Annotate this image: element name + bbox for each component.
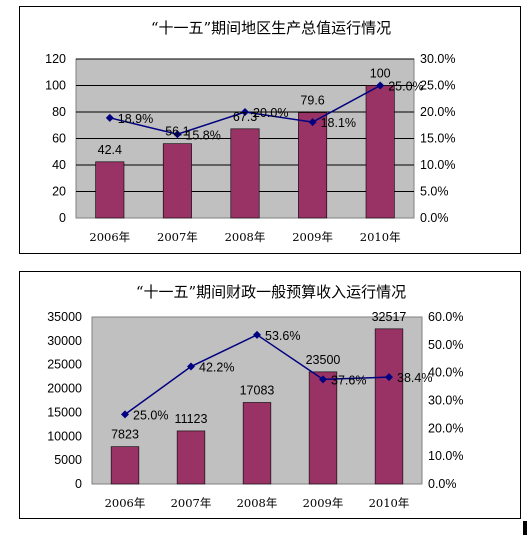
bar-data-label: 17083 bbox=[240, 383, 275, 397]
y2-tick-label: 0.0% bbox=[420, 211, 449, 225]
y2-tick-label: 30.0% bbox=[428, 394, 463, 408]
line-data-label: 53.6% bbox=[265, 329, 300, 343]
line-data-label: 38.4% bbox=[397, 371, 432, 385]
line-point bbox=[105, 113, 114, 122]
corner-mark bbox=[523, 521, 527, 535]
line-point bbox=[385, 373, 393, 382]
y2-tick-label: 0.0% bbox=[428, 477, 457, 491]
line-data-label: 18.1% bbox=[321, 116, 356, 130]
line-point bbox=[319, 375, 327, 384]
line-data-label: 15.8% bbox=[185, 128, 220, 142]
y-tick-label: 15000 bbox=[47, 405, 82, 419]
y2-tick-label: 60.0% bbox=[428, 310, 463, 324]
y-tick-label: 60 bbox=[52, 132, 66, 146]
x-category-label: 2007年 bbox=[171, 496, 212, 510]
bar bbox=[374, 328, 404, 485]
bar-data-label: 23500 bbox=[306, 353, 341, 367]
bar bbox=[176, 430, 206, 485]
x-category-label: 2008年 bbox=[237, 496, 278, 510]
bar bbox=[308, 371, 338, 485]
y2-tick-label: 10.0% bbox=[428, 449, 463, 463]
line-point bbox=[121, 410, 129, 419]
x-category-label: 2010年 bbox=[369, 496, 410, 510]
bar-data-label: 32517 bbox=[372, 310, 407, 324]
bar-data-label: 56.1 bbox=[165, 125, 189, 139]
line-point bbox=[376, 81, 385, 90]
y2-tick-label: 15.0% bbox=[420, 132, 455, 146]
y-tick-label: 20 bbox=[52, 185, 66, 199]
bar-data-label: 67.3 bbox=[233, 110, 257, 124]
x-category-label: 2009年 bbox=[292, 230, 333, 244]
revenue-chart-panel: “十一五”期间财政一般预算收入运行情况 0 5000 10000 15000 20000 2… bbox=[19, 271, 521, 519]
line-data-label: 18.9% bbox=[118, 112, 153, 126]
bar bbox=[230, 128, 260, 219]
chart-title: “十一五”期间财政一般预算收入运行情况 bbox=[136, 283, 406, 301]
x-category-label: 2007年 bbox=[157, 230, 198, 244]
bar-data-label: 42.4 bbox=[98, 143, 122, 157]
chart-title: “十一五”期间地区生产总值运行情况 bbox=[151, 19, 391, 37]
y-tick-label: 25000 bbox=[47, 358, 82, 372]
y-tick-label: 5000 bbox=[54, 453, 82, 467]
y2-tick-label: 25.0% bbox=[420, 79, 455, 93]
revenue-chart: “十一五”期间财政一般预算收入运行情况 0 5000 10000 15000 20000 2… bbox=[47, 283, 463, 510]
line-data-label: 25.0% bbox=[133, 408, 168, 422]
y-tick-label: 40 bbox=[52, 158, 66, 172]
bar-data-label: 100 bbox=[370, 67, 391, 81]
x-category-label: 2006年 bbox=[105, 496, 146, 510]
y-tick-label: 0 bbox=[75, 477, 82, 491]
x-category-label: 2008年 bbox=[225, 230, 266, 244]
y-tick-label: 30000 bbox=[47, 334, 82, 348]
y2-tick-label: 20.0% bbox=[428, 421, 463, 435]
bar bbox=[95, 161, 125, 219]
y2-tick-label: 20.0% bbox=[420, 105, 455, 119]
line-point bbox=[187, 362, 195, 371]
line-point bbox=[241, 108, 249, 116]
line-data-label: 20.0% bbox=[253, 106, 288, 120]
line-point bbox=[253, 330, 261, 339]
y2-tick-label: 50.0% bbox=[428, 338, 463, 352]
y2-tick-label: 5.0% bbox=[420, 185, 449, 199]
y-tick-label: 10000 bbox=[47, 429, 82, 443]
y2-tick-label: 30.0% bbox=[420, 52, 455, 66]
y2-tick-label: 10.0% bbox=[420, 158, 455, 172]
line-point bbox=[173, 130, 182, 139]
line-data-label: 37.6% bbox=[331, 373, 366, 387]
line-point bbox=[308, 118, 317, 127]
bar-data-label: 79.6 bbox=[300, 94, 324, 108]
y-tick-label: 20000 bbox=[47, 382, 82, 396]
y-tick-label: 80 bbox=[52, 105, 66, 119]
bar bbox=[242, 402, 272, 485]
bar bbox=[162, 143, 192, 219]
bar bbox=[298, 112, 328, 219]
y-tick-label: 35000 bbox=[47, 310, 82, 324]
gdp-chart: “十一五”期间地区生产总值运行情况 0 20 40 60 80 100 120 0.0% 5.0%… bbox=[45, 19, 455, 244]
bar bbox=[365, 85, 395, 219]
gdp-chart-panel: “十一五”期间地区生产总值运行情况 0 20 40 60 80 100 120 0.0% 5.0%… bbox=[19, 6, 521, 254]
bar-data-label: 11123 bbox=[175, 412, 208, 426]
x-category-label: 2010年 bbox=[360, 230, 401, 244]
line-data-label: 25.0% bbox=[388, 80, 423, 94]
bar-data-label: 7823 bbox=[111, 428, 139, 442]
y-tick-label: 0 bbox=[59, 211, 66, 225]
line-data-label: 42.2% bbox=[199, 361, 234, 375]
bar bbox=[110, 446, 140, 485]
x-category-label: 2006年 bbox=[89, 230, 130, 244]
y-tick-label: 100 bbox=[45, 79, 66, 93]
y2-tick-label: 40.0% bbox=[428, 366, 463, 380]
y-tick-label: 120 bbox=[45, 52, 66, 66]
x-category-label: 2009年 bbox=[303, 496, 344, 510]
